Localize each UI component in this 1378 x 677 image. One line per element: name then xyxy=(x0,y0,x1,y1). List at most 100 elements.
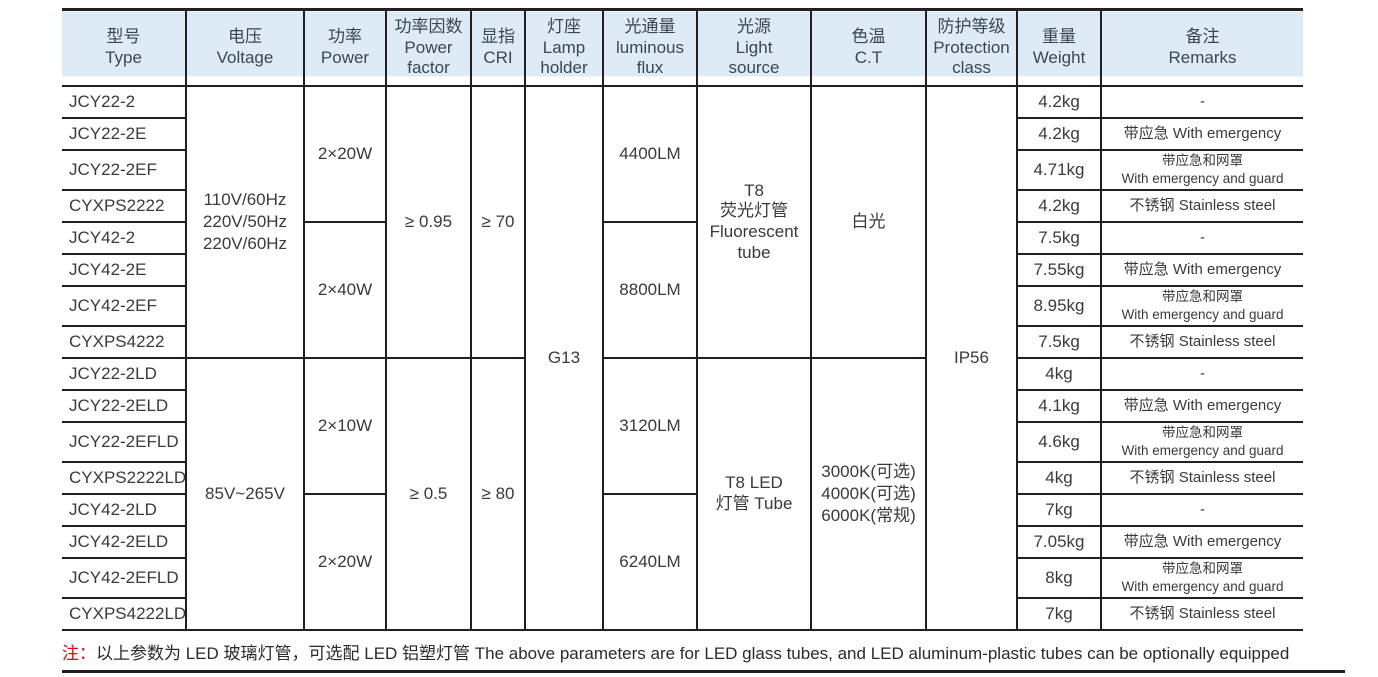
cell-type: JCY22-2LD xyxy=(62,357,187,391)
cell-remarks: 不锈钢 Stainless steel xyxy=(1100,325,1303,359)
header-protection-class: 防护等级 Protection class xyxy=(925,8,1018,87)
footnote-label: 注： xyxy=(62,643,96,663)
table-row: JCY42-2 2×40W 8800LM 7.5kg - xyxy=(62,221,1303,359)
cell-flux-3120: 3120LM xyxy=(602,357,698,495)
cell-lamp-holder: G13 xyxy=(524,85,604,631)
table-row: JCY42-2EFLD 8kg 带应急和网罩 With emergency an… xyxy=(62,557,1303,599)
cell-remarks: - xyxy=(1100,493,1303,527)
cell-color-temp-led: 3000K(可选) 4000K(可选) 6000K(常规) xyxy=(810,357,927,631)
header-color-temp: 色温 C.T xyxy=(810,8,927,87)
cell-power-factor-fluorescent: ≥ 0.95 xyxy=(385,85,472,359)
header-cri: 显指 CRI xyxy=(470,8,526,87)
cell-weight: 7.55kg xyxy=(1016,253,1102,287)
header-power: 功率 Power xyxy=(303,8,387,87)
table-row: JCY22-2ELD 4.1kg 带应急 With emergency xyxy=(62,389,1303,423)
cell-remarks: 带应急 With emergency xyxy=(1100,389,1303,423)
cell-type: JCY42-2EFLD xyxy=(62,557,187,599)
cell-remarks: 带应急 With emergency xyxy=(1100,525,1303,559)
cell-weight: 4.6kg xyxy=(1016,421,1102,463)
cell-remarks: - xyxy=(1100,357,1303,391)
cell-power-fl-40w: 2×40W xyxy=(303,221,387,359)
cell-weight: 4.71kg xyxy=(1016,149,1102,191)
table-row: JCY42-2E 7.55kg 带应急 With emergency xyxy=(62,253,1303,287)
footnote: 注： 以上参数为 LED 玻璃灯管，可选配 LED 铝塑灯管 The above… xyxy=(62,632,1345,673)
cell-weight: 4.2kg xyxy=(1016,117,1102,151)
cell-remarks: - xyxy=(1100,221,1303,255)
header-weight: 重量 Weight xyxy=(1016,8,1102,87)
table-row: JCY42-2EF 8.95kg 带应急和网罩 With emergency a… xyxy=(62,285,1303,327)
table-row: JCY42-2LD 2×20W 6240LM 7kg - xyxy=(62,493,1303,631)
cell-remarks: 带应急 With emergency xyxy=(1100,253,1303,287)
cell-flux-4400: 4400LM xyxy=(602,85,698,223)
table-row: CYXPS4222LD 7kg 不锈钢 Stainless steel xyxy=(62,597,1303,631)
cell-remarks: 带应急和网罩 With emergency and guard xyxy=(1100,557,1303,599)
cell-remarks: 带应急和网罩 With emergency and guard xyxy=(1100,149,1303,191)
cell-type: JCY42-2 xyxy=(62,221,187,255)
cell-voltage-led: 85V~265V xyxy=(185,357,305,631)
cell-weight: 4kg xyxy=(1016,461,1102,495)
table-row: JCY22-2EF 4.71kg 带应急和网罩 With emergency a… xyxy=(62,149,1303,191)
table-row: JCY22-2EFLD 4.6kg 带应急和网罩 With emergency … xyxy=(62,421,1303,463)
cell-weight: 7.5kg xyxy=(1016,221,1102,255)
cell-type: JCY22-2EFLD xyxy=(62,421,187,463)
header-remarks: 备注 Remarks xyxy=(1100,8,1303,87)
spec-table: 型号 Type 电压 Voltage 功率 Power 功率因数 Power f… xyxy=(62,8,1303,631)
cell-type: JCY22-2ELD xyxy=(62,389,187,423)
header-light-source: 光源 Light source xyxy=(696,8,812,87)
header-power-factor: 功率因数 Power factor xyxy=(385,8,472,87)
cell-type: CYXPS4222LD xyxy=(62,597,187,631)
cell-type: JCY22-2 xyxy=(62,85,187,119)
cell-voltage-fluorescent: 110V/60Hz 220V/50Hz 220V/60Hz xyxy=(185,85,305,359)
cell-color-temp-fluorescent: 白光 xyxy=(810,85,927,359)
cell-remarks: 带应急和网罩 With emergency and guard xyxy=(1100,285,1303,327)
cell-weight: 4.1kg xyxy=(1016,389,1102,423)
cell-type: JCY42-2E xyxy=(62,253,187,287)
cell-weight: 8kg xyxy=(1016,557,1102,599)
header-luminous-flux: 光通量 luminous flux xyxy=(602,8,698,87)
header-row: 型号 Type 电压 Voltage 功率 Power 功率因数 Power f… xyxy=(62,8,1303,87)
header-lamp-holder: 灯座 Lamp holder xyxy=(524,8,604,87)
cell-weight: 4.2kg xyxy=(1016,85,1102,119)
cell-power-led-10w: 2×10W xyxy=(303,357,387,495)
cell-type: JCY42-2ELD xyxy=(62,525,187,559)
cell-remarks: - xyxy=(1100,85,1303,119)
cell-weight: 4.2kg xyxy=(1016,189,1102,223)
table-row: CYXPS4222 7.5kg 不锈钢 Stainless steel xyxy=(62,325,1303,359)
cell-power-led-20w: 2×20W xyxy=(303,493,387,631)
cell-cri-fluorescent: ≥ 70 xyxy=(470,85,526,359)
cell-weight: 7.5kg xyxy=(1016,325,1102,359)
table-row: JCY22-2E 4.2kg 带应急 With emergency xyxy=(62,117,1303,151)
cell-power-fl-20w: 2×20W xyxy=(303,85,387,223)
cell-cri-led: ≥ 80 xyxy=(470,357,526,631)
cell-type: CYXPS4222 xyxy=(62,325,187,359)
cell-remarks: 不锈钢 Stainless steel xyxy=(1100,189,1303,223)
cell-type: CYXPS2222 xyxy=(62,189,187,223)
cell-protection-class: IP56 xyxy=(925,85,1018,631)
footnote-text: 以上参数为 LED 玻璃灯管，可选配 LED 铝塑灯管 The above pa… xyxy=(96,643,1290,663)
cell-remarks: 不锈钢 Stainless steel xyxy=(1100,461,1303,495)
cell-weight: 7kg xyxy=(1016,597,1102,631)
cell-flux-8800: 8800LM xyxy=(602,221,698,359)
cell-type: JCY42-2LD xyxy=(62,493,187,527)
cell-remarks: 带应急 With emergency xyxy=(1100,117,1303,151)
cell-power-factor-led: ≥ 0.5 xyxy=(385,357,472,631)
cell-flux-6240: 6240LM xyxy=(602,493,698,631)
cell-light-source-led: T8 LED 灯管 Tube xyxy=(696,357,812,631)
table-row: JCY42-2ELD 7.05kg 带应急 With emergency xyxy=(62,525,1303,559)
table-row: JCY22-2 110V/60Hz 220V/50Hz 220V/60Hz 2×… xyxy=(62,85,1303,631)
table-row: CYXPS2222 4.2kg 不锈钢 Stainless steel xyxy=(62,189,1303,223)
cell-type: JCY22-2E xyxy=(62,117,187,151)
cell-type: JCY42-2EF xyxy=(62,285,187,327)
cell-type: JCY22-2EF xyxy=(62,149,187,191)
cell-remarks: 带应急和网罩 With emergency and guard xyxy=(1100,421,1303,463)
cell-weight: 7.05kg xyxy=(1016,525,1102,559)
table-row: JCY22-2LD 85V~265V 2×10W ≥ 0.5 ≥ 80 3120… xyxy=(62,357,1303,631)
cell-weight: 4kg xyxy=(1016,357,1102,391)
cell-weight: 7kg xyxy=(1016,493,1102,527)
header-type: 型号 Type xyxy=(62,8,187,87)
cell-type: CYXPS2222LD xyxy=(62,461,187,495)
cell-weight: 8.95kg xyxy=(1016,285,1102,327)
cell-light-source-fluorescent: T8 荧光灯管 Fluorescent tube xyxy=(696,85,812,359)
cell-remarks: 不锈钢 Stainless steel xyxy=(1100,597,1303,631)
